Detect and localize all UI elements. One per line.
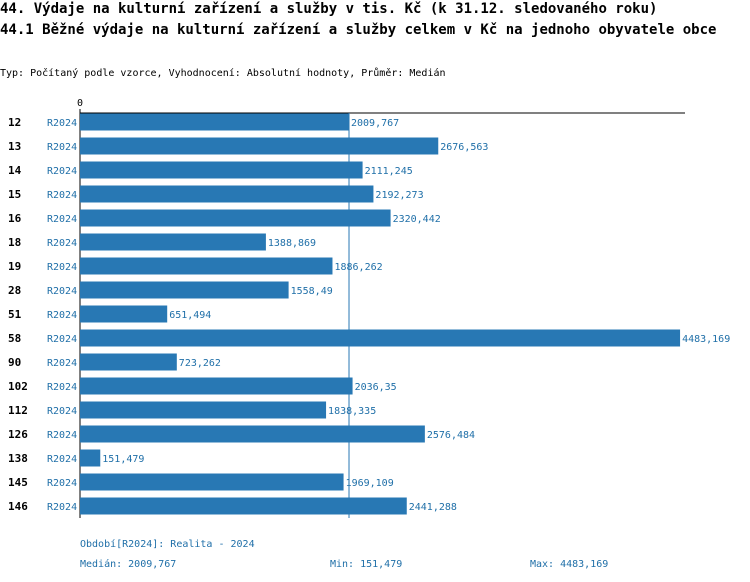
bar	[80, 449, 101, 467]
x-tick-label: 0	[77, 98, 83, 109]
min-text: Min: 151,479	[330, 559, 402, 570]
value-label: 1886,262	[334, 262, 382, 273]
series-label: R2024	[47, 406, 77, 417]
series-label: R2024	[47, 190, 77, 201]
value-label: 2036,35	[355, 382, 397, 393]
category-label: 90	[8, 356, 21, 369]
value-label: 2320,442	[393, 214, 441, 225]
series-label: R2024	[47, 454, 77, 465]
category-label: 18	[8, 236, 21, 249]
category-label: 146	[8, 500, 28, 513]
value-label: 2111,245	[365, 166, 413, 177]
bar	[80, 161, 363, 179]
category-label: 28	[8, 284, 21, 297]
series-label: R2024	[47, 310, 77, 321]
value-label: 2576,484	[427, 430, 475, 441]
value-label: 651,494	[169, 310, 211, 321]
category-label: 12	[8, 116, 21, 129]
category-label: 58	[8, 332, 21, 345]
bar	[80, 257, 333, 275]
bar	[80, 113, 350, 131]
series-label: R2024	[47, 262, 77, 273]
category-label: 138	[8, 452, 28, 465]
category-label: 15	[8, 188, 21, 201]
series-label: R2024	[47, 238, 77, 249]
category-label: 102	[8, 380, 28, 393]
value-label: 2676,563	[440, 142, 488, 153]
category-label: 14	[8, 164, 22, 177]
value-label: 2009,767	[351, 118, 399, 129]
bar	[80, 329, 681, 347]
chart-subtitle: 44.1 Běžné výdaje na kulturní zařízení a…	[0, 22, 717, 38]
value-label: 4483,169	[682, 334, 730, 345]
series-label: R2024	[47, 142, 77, 153]
series-label: R2024	[47, 334, 77, 345]
series-label: R2024	[47, 358, 77, 369]
series-label: R2024	[47, 502, 77, 513]
series-label: R2024	[47, 430, 77, 441]
series-label: R2024	[47, 166, 77, 177]
value-label: 1558,49	[291, 286, 333, 297]
bar	[80, 281, 289, 299]
category-label: 19	[8, 260, 21, 273]
category-label: 112	[8, 404, 28, 417]
series-label: R2024	[47, 382, 77, 393]
subtitle-box: 44.1 Běžné výdaje na kulturní zařízení a…	[0, 22, 717, 38]
category-label: 145	[8, 476, 28, 489]
chart-title: 44. Výdaje na kulturní zařízení a služby…	[0, 1, 657, 17]
bar	[80, 377, 353, 395]
bar	[80, 137, 439, 155]
bar	[80, 353, 177, 371]
chart-description: Typ: Počítaný podle vzorce, Vyhodnocení:…	[0, 67, 446, 79]
bar	[80, 233, 266, 251]
bar	[80, 185, 374, 203]
value-label: 723,262	[179, 358, 221, 369]
series-label: R2024	[47, 118, 77, 129]
max-text: Max: 4483,169	[530, 559, 608, 570]
value-label: 2441,288	[409, 502, 457, 513]
median-text: Medián: 2009,767	[80, 558, 176, 570]
bar	[80, 497, 407, 515]
series-label: R2024	[47, 478, 77, 489]
series-label: R2024	[47, 214, 77, 225]
bar	[80, 401, 327, 419]
category-label: 16	[8, 212, 22, 225]
value-label: 2192,273	[375, 190, 423, 201]
category-label: 126	[8, 428, 28, 441]
category-label: 13	[8, 140, 21, 153]
value-label: 1388,869	[268, 238, 316, 249]
bar	[80, 473, 344, 491]
value-label: 1838,335	[328, 406, 376, 417]
value-label: 151,479	[102, 454, 144, 465]
bar	[80, 209, 391, 227]
category-label: 51	[8, 308, 22, 321]
value-label: 1969,109	[346, 478, 394, 489]
series-label: R2024	[47, 286, 77, 297]
period: Období[R2024]: Realita - 2024	[80, 538, 255, 550]
bar	[80, 305, 168, 323]
bar	[80, 425, 425, 443]
